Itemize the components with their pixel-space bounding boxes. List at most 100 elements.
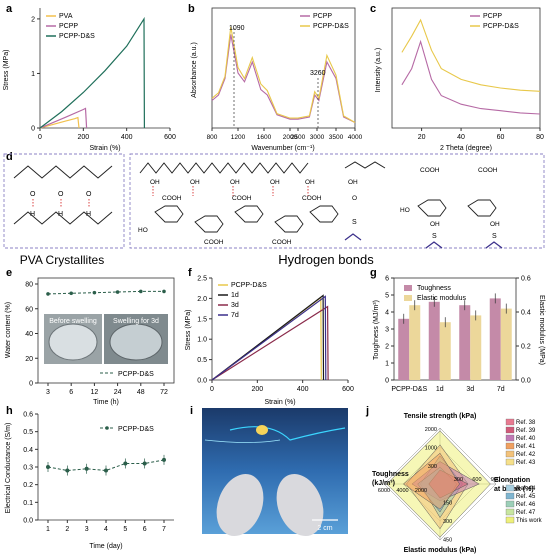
x-tick-label: 3000 bbox=[310, 134, 325, 141]
sugar-ring bbox=[154, 205, 184, 223]
legend-label-1: PCPP bbox=[59, 23, 78, 30]
radar-tick-bottom: 150 bbox=[443, 500, 452, 506]
legend-label-2: 3d bbox=[231, 302, 239, 309]
legend-swatch-8 bbox=[505, 500, 515, 508]
y-tick-label: 0 bbox=[31, 126, 35, 133]
legend-label: PCPP-D&S bbox=[118, 426, 154, 433]
legend-swatch-0 bbox=[505, 418, 515, 426]
oh-label: OH bbox=[270, 179, 280, 186]
series-line-PCPP bbox=[211, 34, 356, 123]
x-tick-label: 24 bbox=[114, 389, 122, 396]
bar-toughness bbox=[459, 305, 471, 380]
data-point bbox=[162, 457, 166, 462]
series-line-PCPP-D&S bbox=[47, 290, 164, 295]
panel-b-peak-3260: 3260 bbox=[310, 70, 326, 77]
hydrogen-label: H bbox=[58, 211, 63, 218]
cooh-label: COOH bbox=[232, 195, 252, 202]
y2-tick-label: 0.4 bbox=[521, 310, 531, 317]
legend-label-1: Elastic modulus bbox=[417, 295, 467, 302]
vinyl-group bbox=[425, 241, 443, 249]
radar-tick-left: 6000 bbox=[378, 488, 390, 494]
x-tick-label: 1 bbox=[46, 526, 50, 533]
y-tick-label: 0.5 bbox=[23, 429, 33, 436]
legend-swatch-3 bbox=[505, 442, 515, 450]
series-line-PVA bbox=[39, 116, 80, 129]
oh-label: OH bbox=[190, 179, 200, 186]
legend-label-0: Toughness bbox=[417, 285, 451, 292]
bar-toughness bbox=[428, 301, 440, 380]
data-point bbox=[162, 289, 166, 294]
x-tick-label: 1600 bbox=[257, 134, 272, 141]
panel-a-ylabel: Stress (MPa) bbox=[3, 50, 10, 91]
panel-letter-a: a bbox=[6, 3, 13, 15]
panel-a-xlabel: Strain (%) bbox=[89, 145, 120, 152]
bar-elastic-modulus bbox=[439, 322, 451, 380]
sulfur-label: S bbox=[492, 233, 497, 240]
legend-label-3: 7d bbox=[231, 312, 239, 319]
x-tick-label: 200 bbox=[77, 134, 89, 141]
x-tick-label: 80 bbox=[536, 134, 544, 141]
polymer-backbone bbox=[139, 162, 309, 174]
legend-label-0: PCPP bbox=[313, 13, 332, 20]
panel-letter-e: e bbox=[6, 267, 12, 279]
panel-f-ylabel: Stress (MPa) bbox=[185, 310, 192, 351]
panel-e-xlabel: Time (h) bbox=[93, 399, 119, 406]
oh-label: OH bbox=[348, 179, 358, 186]
cooh-label: COOH bbox=[204, 239, 224, 246]
series-line-1d bbox=[211, 294, 325, 381]
x-tick-label: 6 bbox=[69, 389, 73, 396]
cooh-label: COOH bbox=[302, 195, 322, 202]
series-line-PCPP-D&S bbox=[401, 18, 541, 92]
y-tick-label: 0 bbox=[29, 381, 33, 388]
y-tick-label: 3 bbox=[385, 327, 389, 334]
legend-swatch-7 bbox=[505, 492, 515, 500]
y-tick-label: 0.6 bbox=[23, 412, 33, 419]
x-tick-label: 20 bbox=[418, 134, 426, 141]
sugar-ring bbox=[467, 199, 497, 217]
x-tick-label: 2000 bbox=[283, 134, 298, 141]
panel-h-xlabel: Time (day) bbox=[89, 543, 122, 550]
panel-a: a Stress (MPa) Strain (%) 0 200 400 600012 … bbox=[3, 3, 176, 152]
panel-letter-g: g bbox=[370, 267, 377, 279]
legend-label-5: Ref. 43 bbox=[516, 460, 536, 466]
sugar-ring bbox=[234, 205, 264, 223]
data-point bbox=[46, 465, 50, 469]
vinyl-group bbox=[485, 241, 503, 249]
pva-crystallites-label: PVA Crystallites bbox=[20, 253, 104, 267]
data-point bbox=[104, 468, 108, 473]
x-tick-label: 7 bbox=[162, 526, 166, 533]
panel-c-xlabel: 2 Theta (degree) bbox=[440, 145, 492, 152]
y-tick-label: 40 bbox=[25, 331, 33, 338]
ho-label: HO bbox=[400, 207, 410, 214]
panel-b-xlabel: Wavenumber (cm⁻¹) bbox=[251, 145, 314, 152]
panel-letter-j: j bbox=[365, 405, 369, 417]
x-tick-label: 400 bbox=[121, 134, 133, 141]
x-tick-label: 2 bbox=[65, 526, 69, 533]
legend-label-0: PCPP bbox=[483, 13, 502, 20]
x-tick-label: 4 bbox=[104, 526, 108, 533]
legend-label-1: 1d bbox=[231, 292, 239, 299]
panel-letter-h: h bbox=[6, 405, 13, 417]
y-tick-label: 6 bbox=[385, 276, 389, 283]
radar-tick-right: 900 bbox=[491, 477, 500, 483]
legend-label-0: Ref. 38 bbox=[516, 420, 536, 426]
legend-label-6: Ref. 44 bbox=[516, 486, 536, 492]
data-point bbox=[46, 292, 50, 296]
y-tick-label: 0.0 bbox=[23, 518, 33, 525]
data-point bbox=[123, 461, 128, 466]
panel-f-xlabel: Strain (%) bbox=[264, 399, 295, 406]
panel-f: f Stress (MPa) Strain (%) 0 200 400 600 0.0 0… bbox=[185, 267, 354, 406]
cooh-label: COOH bbox=[478, 167, 498, 174]
legend-label-7: Ref. 45 bbox=[516, 494, 536, 500]
legend-swatch-10 bbox=[505, 516, 515, 524]
panel-c-ylabel: Intensity (a.u.) bbox=[375, 48, 382, 92]
x-tick-label: 12 bbox=[91, 389, 99, 396]
y-tick-label: 80 bbox=[25, 282, 33, 289]
led-icon bbox=[256, 425, 268, 435]
radar-tick-top: 300 bbox=[428, 464, 437, 470]
legend-label-4: Ref. 42 bbox=[516, 452, 536, 458]
y-tick-label: 1 bbox=[31, 71, 35, 78]
glove-right bbox=[276, 474, 324, 536]
x-tick-label: 5 bbox=[123, 526, 127, 533]
